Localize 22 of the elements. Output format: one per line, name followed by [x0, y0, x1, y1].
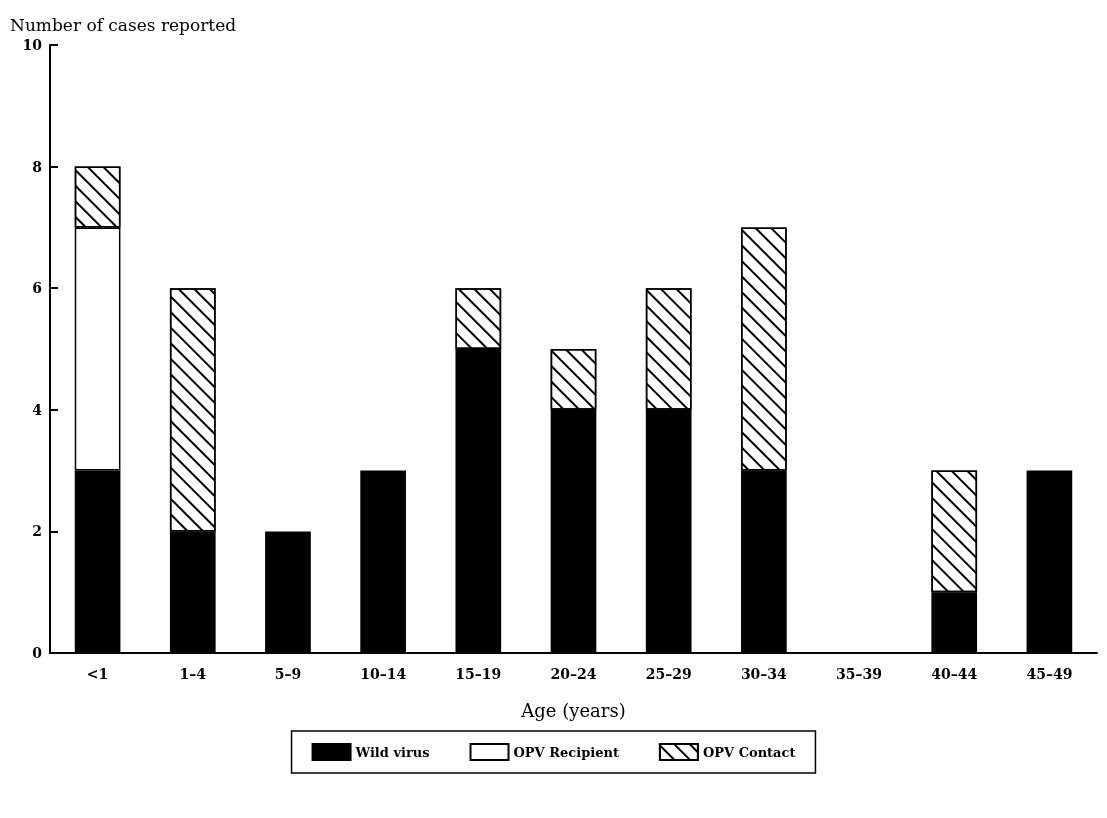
- y-tick-label: 8: [32, 158, 42, 175]
- y-tick-label: 10: [22, 37, 43, 53]
- x-tick-label: 25–29: [645, 666, 692, 682]
- y-tick-label: 4: [32, 401, 43, 418]
- x-tick-label: 15–19: [455, 666, 502, 682]
- y-tick-label: 2: [32, 523, 42, 540]
- x-tick-label: 35–39: [836, 666, 883, 682]
- legend-label: OPV Recipient: [513, 744, 619, 760]
- x-tick-label: 10–14: [360, 666, 407, 682]
- legend-label: Wild virus: [354, 744, 430, 760]
- x-tick-label: <1: [86, 666, 109, 682]
- y-tick-label: 0: [32, 645, 43, 661]
- legend-label: OPV Contact: [702, 744, 796, 760]
- x-tick-label: 45–49: [1026, 666, 1073, 682]
- x-tick-label: 5–9: [274, 666, 302, 682]
- x-axis-title: Age (years): [520, 699, 626, 721]
- x-tick-label: 30–34: [740, 666, 788, 682]
- x-tick-label: 40–44: [931, 666, 978, 682]
- y-axis-title: Number of cases reported: [10, 14, 237, 35]
- x-tick-label: 1–4: [179, 666, 207, 682]
- y-tick-label: 6: [32, 280, 42, 297]
- x-tick-label: 20–24: [550, 666, 597, 682]
